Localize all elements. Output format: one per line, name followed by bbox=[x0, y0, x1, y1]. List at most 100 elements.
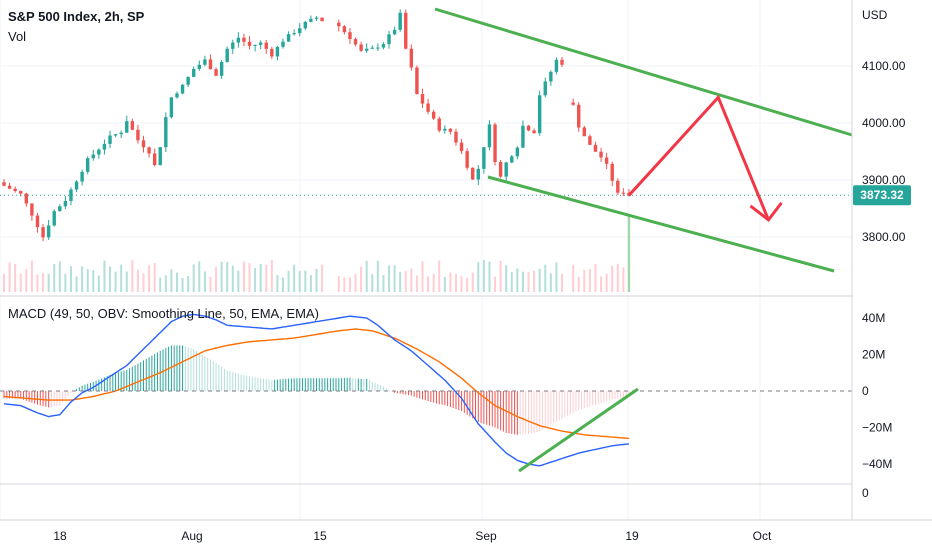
candle-body bbox=[593, 144, 598, 152]
candle-body bbox=[108, 135, 112, 144]
candle-body bbox=[197, 64, 201, 69]
price-tag-background bbox=[853, 185, 911, 206]
volume-bar bbox=[148, 265, 151, 292]
candle-body bbox=[459, 142, 464, 152]
macd-overlays bbox=[0, 387, 852, 473]
candle-body bbox=[35, 215, 40, 228]
candle-body bbox=[175, 93, 179, 98]
candle-body bbox=[2, 182, 6, 186]
candle-body bbox=[242, 37, 246, 42]
volume-bar bbox=[203, 271, 206, 292]
volume-label: Vol bbox=[8, 29, 26, 44]
macd-signal-line bbox=[3, 328, 630, 440]
macd-line bbox=[3, 313, 630, 467]
candle-body bbox=[504, 162, 508, 177]
volume-bar bbox=[499, 260, 502, 292]
volume-bar bbox=[577, 276, 580, 292]
candle-body bbox=[404, 12, 408, 49]
volume-bar bbox=[315, 268, 318, 292]
macd-trendline[interactable] bbox=[518, 387, 639, 473]
candle-body bbox=[510, 156, 514, 163]
projection-arrowhead bbox=[749, 201, 783, 223]
volume-bar bbox=[181, 277, 184, 292]
candle-body bbox=[247, 41, 252, 46]
candle-body bbox=[320, 17, 324, 22]
volume-bar bbox=[159, 277, 162, 292]
macd-title: MACD (49, 50, OBV: Smoothing Line, 50, E… bbox=[8, 306, 319, 321]
volume-bar bbox=[382, 275, 385, 292]
macd-axis-ticks[interactable]: 40M 20M 0 −20M −40M bbox=[862, 311, 892, 471]
time-axis-tick-label: 18 bbox=[53, 529, 67, 543]
time-axis-tick-label: Sep bbox=[475, 529, 497, 543]
volume-bar bbox=[583, 269, 586, 292]
candle-body bbox=[431, 111, 436, 119]
volume-bar bbox=[248, 263, 251, 292]
volume-bar bbox=[605, 273, 608, 292]
channel-upper-line[interactable] bbox=[434, 7, 853, 137]
candle-body bbox=[482, 147, 486, 169]
volume-bar bbox=[64, 273, 67, 292]
time-axis-ticks[interactable]: 18 Aug 15 Sep 19 Oct bbox=[53, 529, 772, 543]
volume-bar bbox=[109, 266, 112, 292]
volume-bar bbox=[393, 265, 396, 292]
candle-body bbox=[164, 117, 168, 148]
volume-bar bbox=[309, 275, 312, 292]
volume-bar bbox=[371, 274, 374, 292]
volume-bar bbox=[388, 265, 391, 292]
price-axis-ticks[interactable]: 4100.00 4000.00 3900.00 3800.00 bbox=[862, 59, 906, 244]
candle-body bbox=[526, 125, 531, 131]
candle-body bbox=[554, 59, 559, 72]
volume-bar bbox=[136, 269, 139, 292]
candle-body bbox=[582, 127, 587, 137]
candle-body bbox=[169, 97, 174, 118]
volume-bar bbox=[120, 264, 123, 292]
candle-body bbox=[253, 44, 257, 46]
volume-bar bbox=[187, 276, 190, 292]
volume-bar bbox=[298, 270, 301, 292]
volume-bar bbox=[321, 264, 324, 292]
volume-bar bbox=[376, 260, 379, 292]
candle-body bbox=[74, 181, 79, 190]
candle-body bbox=[303, 21, 308, 29]
time-axis-tick-label: 19 bbox=[625, 529, 639, 543]
candle-body bbox=[610, 163, 614, 181]
volume-bar bbox=[192, 264, 195, 292]
candle-body bbox=[409, 48, 414, 68]
time-axis-tick-label: Oct bbox=[753, 529, 772, 543]
macd-axis-tick-label: 0 bbox=[862, 384, 869, 398]
candle-body bbox=[264, 42, 268, 49]
candle-body bbox=[493, 124, 497, 163]
volume-bar bbox=[594, 263, 597, 292]
projection-path[interactable] bbox=[627, 94, 770, 221]
macd-lines bbox=[3, 313, 630, 467]
candle-body bbox=[119, 132, 123, 135]
volume-bar bbox=[460, 276, 463, 292]
candle-body bbox=[136, 129, 140, 141]
volume-bar bbox=[259, 263, 262, 292]
candle-body bbox=[58, 206, 62, 212]
candle-body bbox=[471, 167, 475, 180]
volume-bar bbox=[231, 265, 234, 292]
volume-bar bbox=[527, 272, 530, 292]
volume-bar bbox=[114, 271, 117, 292]
candle-body bbox=[577, 104, 581, 128]
volume-bar bbox=[572, 264, 575, 292]
candle-body bbox=[41, 227, 45, 238]
volume-bar bbox=[482, 260, 485, 292]
volume-bar bbox=[427, 276, 430, 292]
candle-body bbox=[370, 47, 374, 49]
candle-body bbox=[152, 153, 157, 166]
candle-body bbox=[186, 76, 190, 85]
macd-axis-tick-label: 40M bbox=[862, 311, 885, 325]
channel-lower-line[interactable] bbox=[487, 175, 835, 273]
volume-bar bbox=[549, 273, 552, 292]
volume-bar bbox=[86, 269, 89, 292]
candle-body bbox=[69, 189, 73, 202]
candle-body bbox=[342, 26, 347, 33]
volume-bar bbox=[254, 268, 257, 292]
candle-body bbox=[24, 193, 29, 204]
volume-bar bbox=[410, 268, 413, 292]
candle-body bbox=[498, 162, 503, 177]
